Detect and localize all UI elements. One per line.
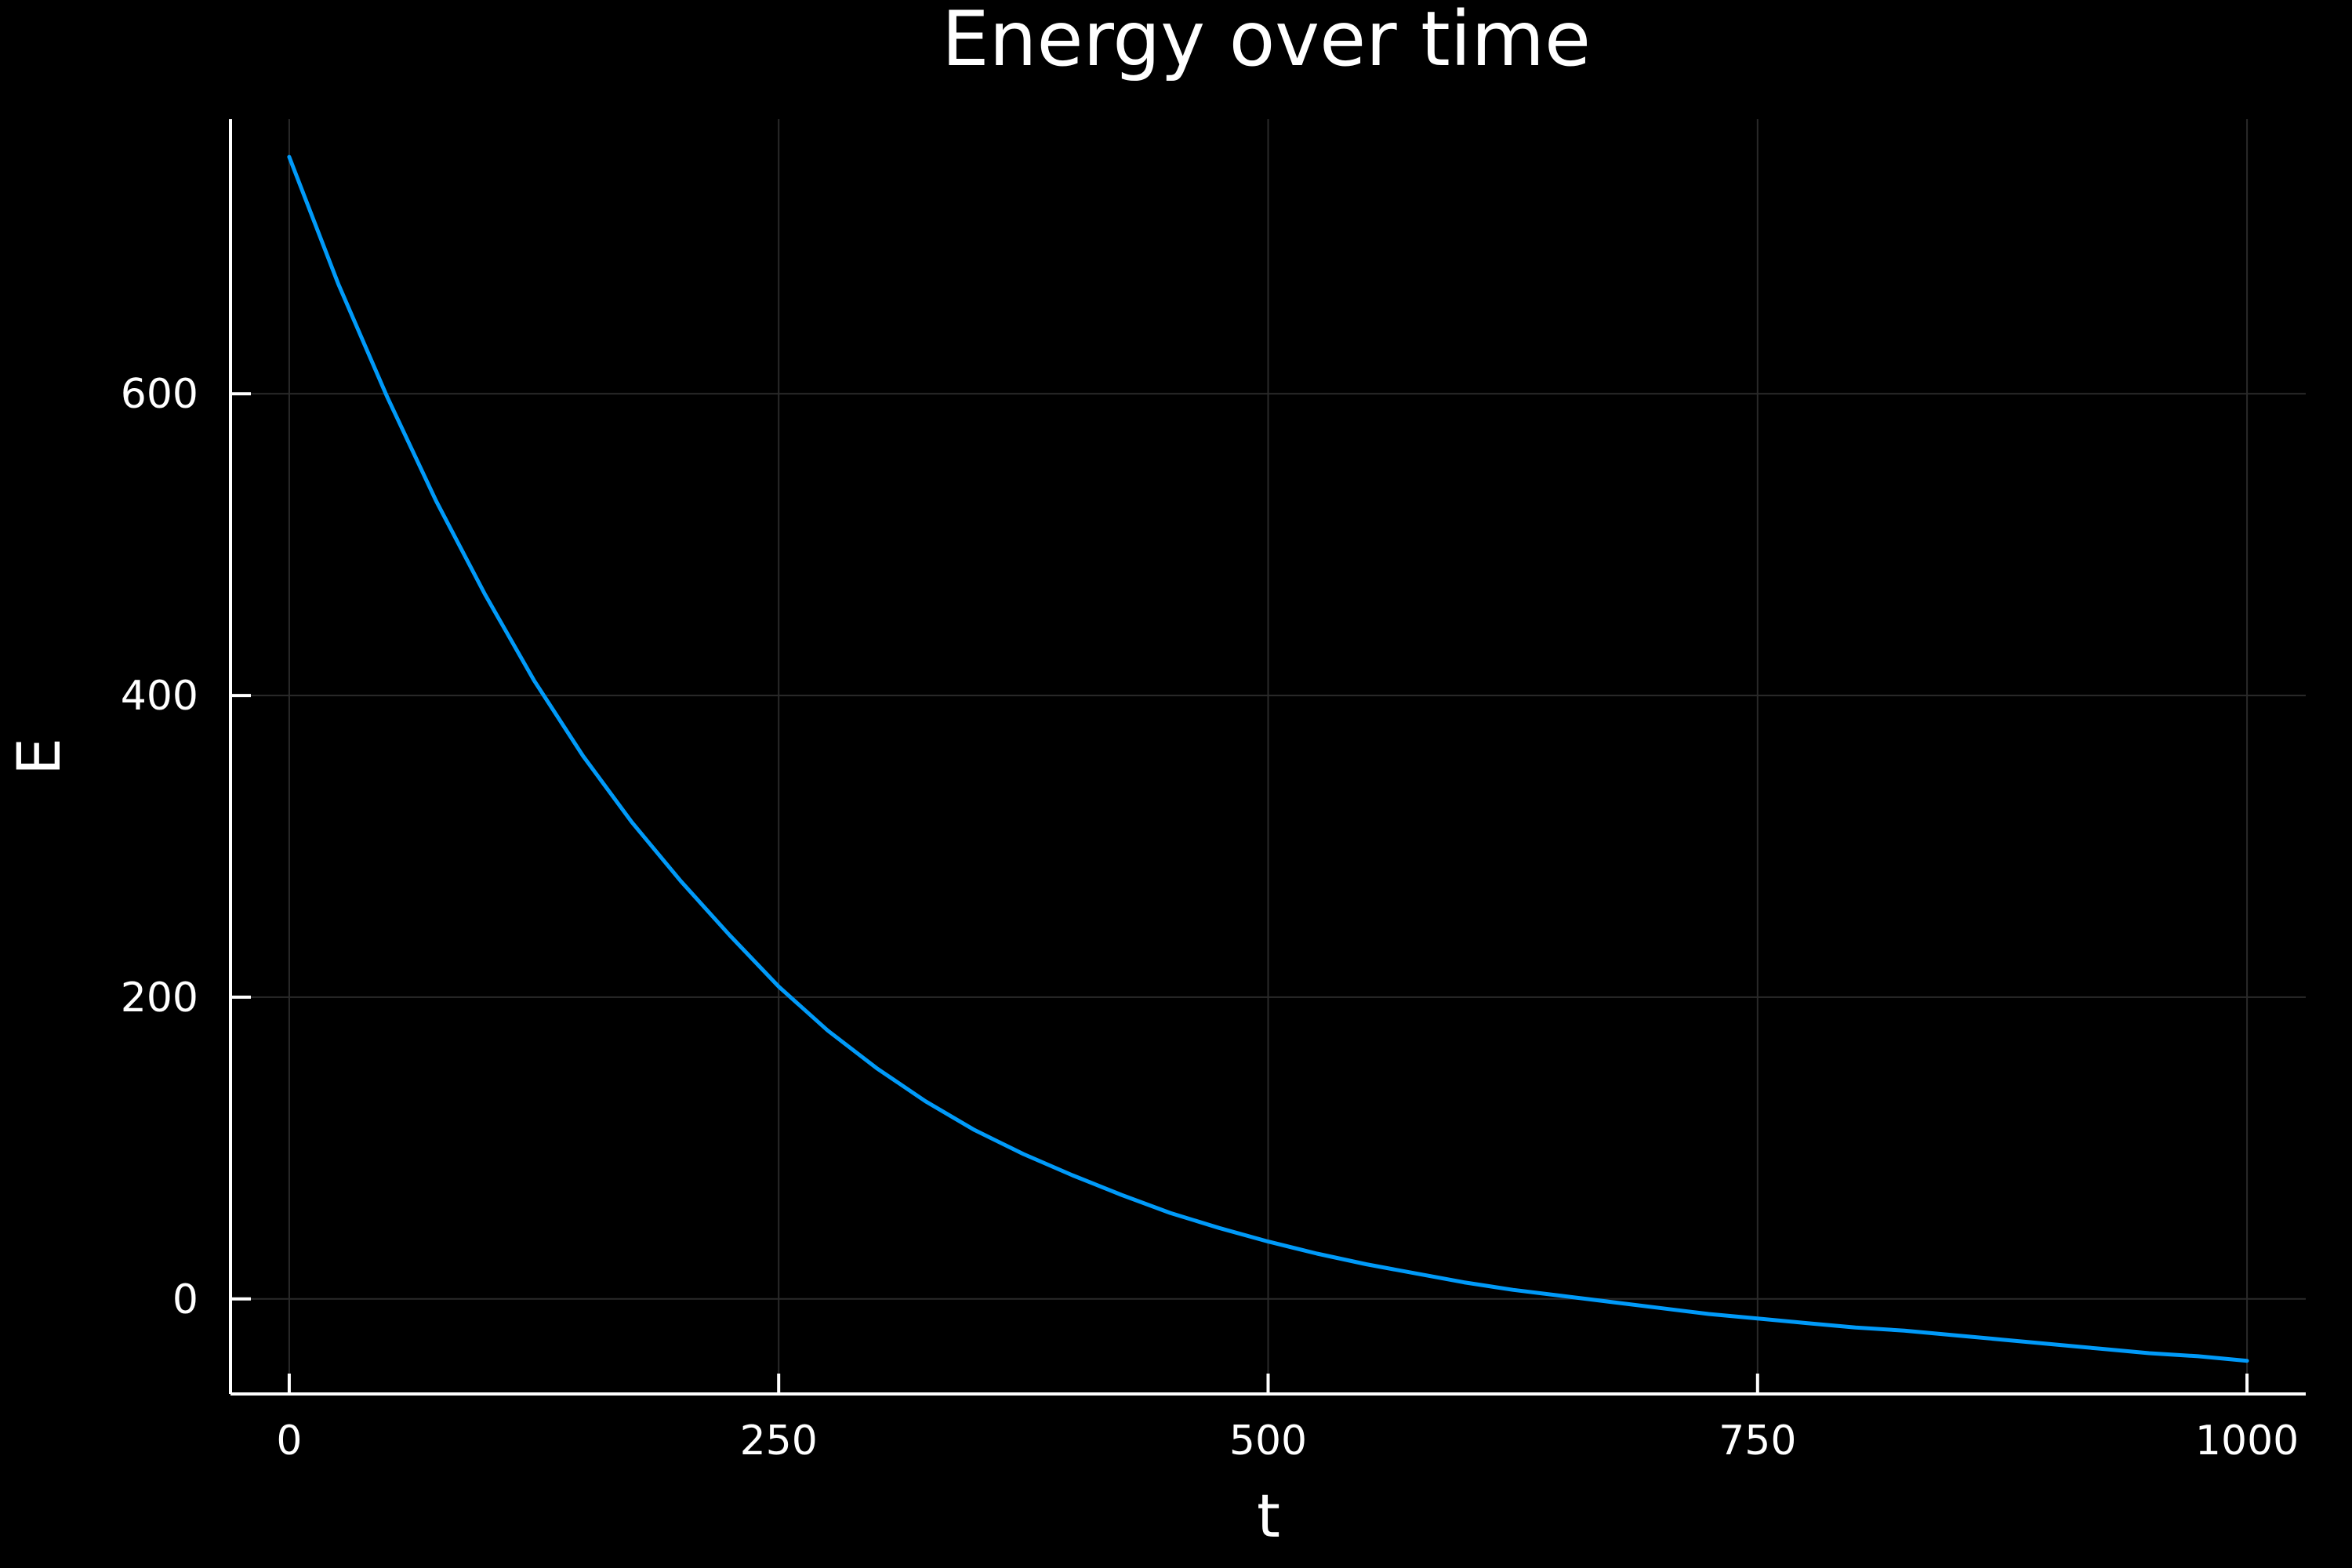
y-axis-title: E	[4, 738, 74, 775]
x-tick-label-2: 500	[1229, 1417, 1307, 1465]
x-tick-label-4: 1000	[2195, 1417, 2299, 1465]
series-line-0	[287, 154, 2249, 1363]
grid-lines	[230, 119, 2306, 1394]
y-tick-label-3: 600	[121, 371, 198, 418]
x-tick-label-0: 0	[276, 1417, 302, 1465]
y-tick-label-2: 400	[121, 673, 198, 720]
y-tick-label-0: 0	[172, 1276, 198, 1323]
chart-title: Energy over time	[942, 0, 1591, 83]
x-tick-label-3: 750	[1719, 1417, 1796, 1465]
series-layer	[287, 154, 2249, 1363]
x-tick-label-1: 250	[740, 1417, 818, 1465]
y-tick-label-1: 200	[121, 975, 198, 1022]
x-axis-title: t	[1257, 1481, 1280, 1551]
ticks: 0 250 500 750 1000 0 200 400 600	[121, 371, 2299, 1465]
